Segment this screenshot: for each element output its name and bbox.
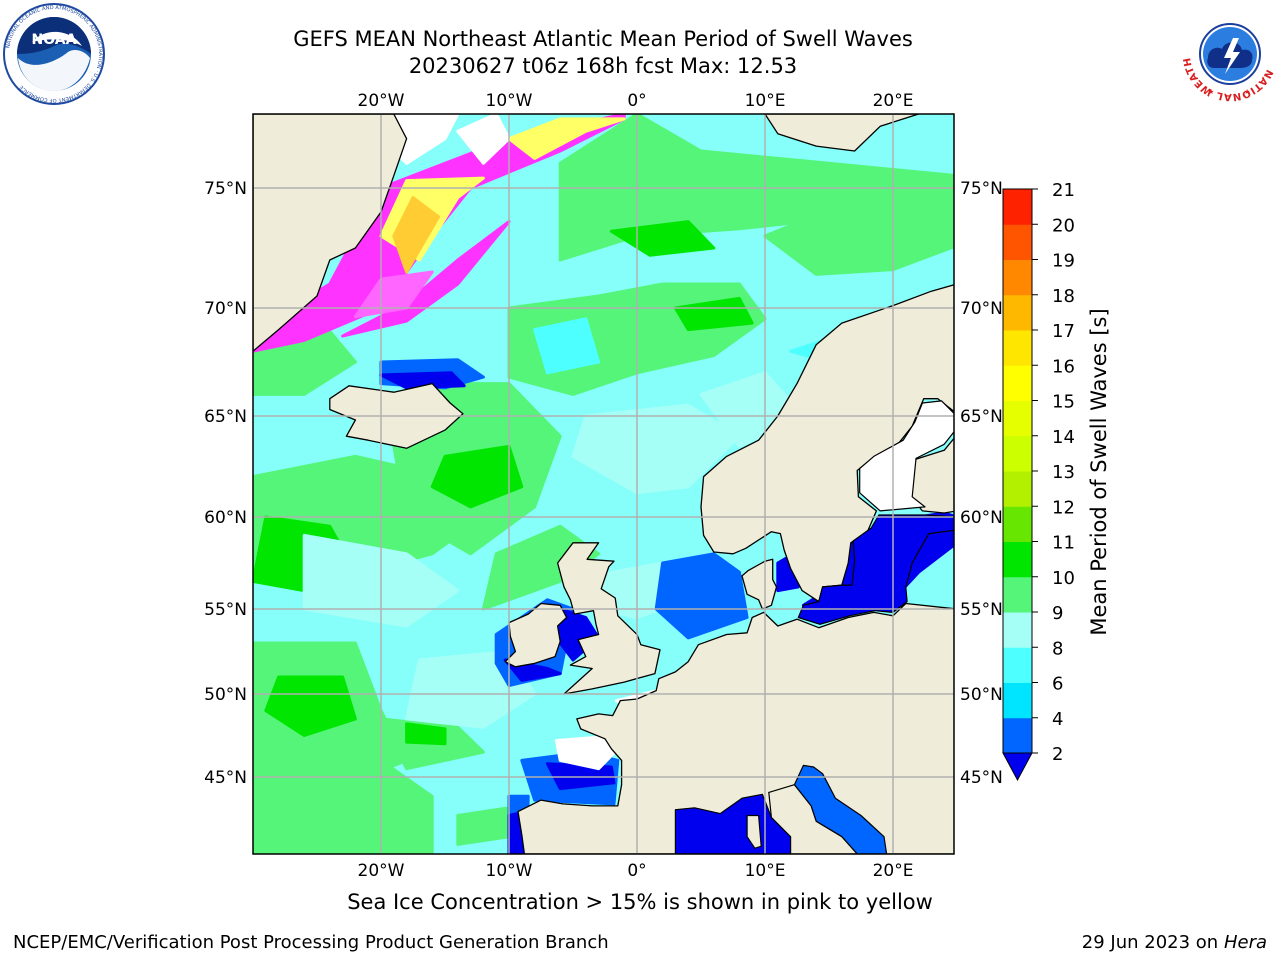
credit-text: NCEP/EMC/Verification Post Processing Pr…	[13, 932, 609, 953]
colorbar-segment	[1003, 400, 1032, 437]
lat-tick-label-right: 45°N	[960, 768, 1003, 788]
date-text: 29 Jun 2023 on Hera	[1081, 932, 1267, 953]
lon-tick-label-top: 20°E	[873, 91, 914, 111]
colorbar-segment	[1003, 435, 1032, 472]
colorbar-tick-label: 21	[1052, 180, 1075, 201]
colorbar-tick-label: 8	[1052, 638, 1063, 659]
swell-field-region	[558, 114, 954, 262]
colorbar-segment	[1003, 682, 1032, 719]
land-mass	[768, 784, 859, 854]
swell-field-region	[554, 735, 618, 771]
colorbar-segment	[1003, 330, 1032, 366]
swell-field-region	[673, 296, 754, 332]
colorbar-segment	[1003, 717, 1032, 754]
colorbar-segment	[1003, 471, 1032, 507]
svg-text:★: ★	[1208, 88, 1214, 96]
colorbar-tick-label: 6	[1052, 674, 1063, 695]
swell-field-region	[264, 675, 357, 737]
colorbar-tick-label: 14	[1052, 427, 1075, 448]
colorbar-tick-label: 19	[1052, 251, 1075, 272]
colorbar-tick-label: 4	[1052, 709, 1063, 730]
chart-title: GEFS MEAN Northeast Atlantic Mean Period…	[293, 27, 913, 51]
graticule	[253, 114, 954, 854]
chart-subtitle: 20230627 t06z 168h fcst Max: 12.53	[408, 54, 798, 78]
host-name: Hera	[1223, 932, 1267, 953]
swell-field-region	[253, 758, 434, 854]
svg-text:NOAA: NOAA	[32, 32, 77, 48]
inland-sea	[797, 514, 954, 625]
swell-field-region	[763, 203, 954, 276]
lat-tick-label-right: 50°N	[960, 685, 1003, 705]
colorbar-tick-label: 11	[1052, 533, 1075, 554]
sea-ice-note: Sea Ice Concentration > 15% is shown in …	[347, 890, 933, 914]
land-mass	[517, 602, 954, 854]
lon-tick-label-bottom: 20°W	[358, 861, 405, 881]
colorbar-tick-label: 18	[1052, 286, 1075, 307]
colorbar-tick-label: 10	[1052, 568, 1075, 589]
colorbar-tick-label: 13	[1052, 462, 1075, 483]
lat-tick-label-left: 75°N	[204, 179, 247, 199]
land-mass	[764, 114, 920, 152]
colorbar-segment	[1003, 259, 1032, 296]
lat-tick-label-right: 70°N	[960, 299, 1003, 319]
lon-tick-label-top: 20°W	[358, 91, 405, 111]
swell-field-region	[405, 722, 447, 746]
lon-tick-label-top: 0°	[627, 91, 646, 111]
swell-field-region	[353, 270, 434, 319]
lat-tick-label-right: 65°N	[960, 407, 1003, 427]
colorbar-segment	[1003, 189, 1032, 225]
colorbar-tick-label: 16	[1052, 356, 1075, 377]
colorbar-label: Mean Period of Swell Waves [s]	[1087, 308, 1111, 635]
swell-field-region	[379, 371, 466, 390]
swell-field-region	[571, 403, 741, 495]
svg-text:★: ★	[1244, 88, 1250, 96]
colorbar-tick-label: 20	[1052, 215, 1075, 236]
lat-tick-label-left: 50°N	[204, 685, 247, 705]
lat-tick-label-left: 70°N	[204, 299, 247, 319]
land-mass	[504, 602, 568, 668]
colorbar-segment	[1003, 576, 1032, 613]
lon-tick-label-top: 10°E	[745, 91, 786, 111]
colorbar-segment	[1003, 647, 1032, 683]
lat-tick-label-left: 60°N	[204, 508, 247, 528]
lon-tick-label-bottom: 10°E	[745, 861, 786, 881]
lat-tick-label-left: 45°N	[204, 768, 247, 788]
swell-field-region	[507, 117, 626, 160]
nws-logo-icon: NATIONAL WEATHER SERVICE ★ ★	[1178, 2, 1280, 104]
lat-tick-label-right: 55°N	[960, 600, 1003, 620]
colorbar-segment	[1003, 224, 1032, 260]
lon-tick-label-bottom: 20°E	[873, 861, 914, 881]
noaa-logo-icon: NATIONAL OCEANIC AND ATMOSPHERIC ADMINIS…	[3, 3, 105, 105]
lon-tick-label-bottom: 0°	[627, 861, 646, 881]
colorbar-segment	[1003, 294, 1032, 331]
lat-tick-label-right: 60°N	[960, 508, 1003, 528]
swell-field-region	[430, 444, 524, 509]
colorbar-segment	[1003, 541, 1032, 578]
colorbar-under-arrow	[1002, 752, 1033, 782]
lat-tick-label-left: 55°N	[204, 600, 247, 620]
colorbar-tick-label: 2	[1052, 744, 1063, 765]
map-frame	[252, 113, 955, 855]
lat-tick-label-right: 75°N	[960, 179, 1003, 199]
swell-field-region	[392, 196, 441, 274]
inland-sea	[859, 400, 954, 512]
colorbar-tick-label: 12	[1052, 497, 1075, 518]
lon-tick-label-top: 10°W	[486, 91, 533, 111]
colorbar-tick-label: 17	[1052, 321, 1075, 342]
colorbar-segment	[1003, 612, 1032, 648]
land-layer	[253, 114, 954, 854]
colorbar-tick-label: 9	[1052, 603, 1063, 624]
lat-tick-label-left: 65°N	[204, 407, 247, 427]
colorbar-tick-label: 15	[1052, 392, 1075, 413]
swell-field-region	[533, 317, 601, 375]
lon-tick-label-bottom: 10°W	[486, 861, 533, 881]
island	[746, 814, 762, 849]
colorbar-segment	[1003, 506, 1032, 542]
colorbar-segment	[1003, 365, 1032, 401]
